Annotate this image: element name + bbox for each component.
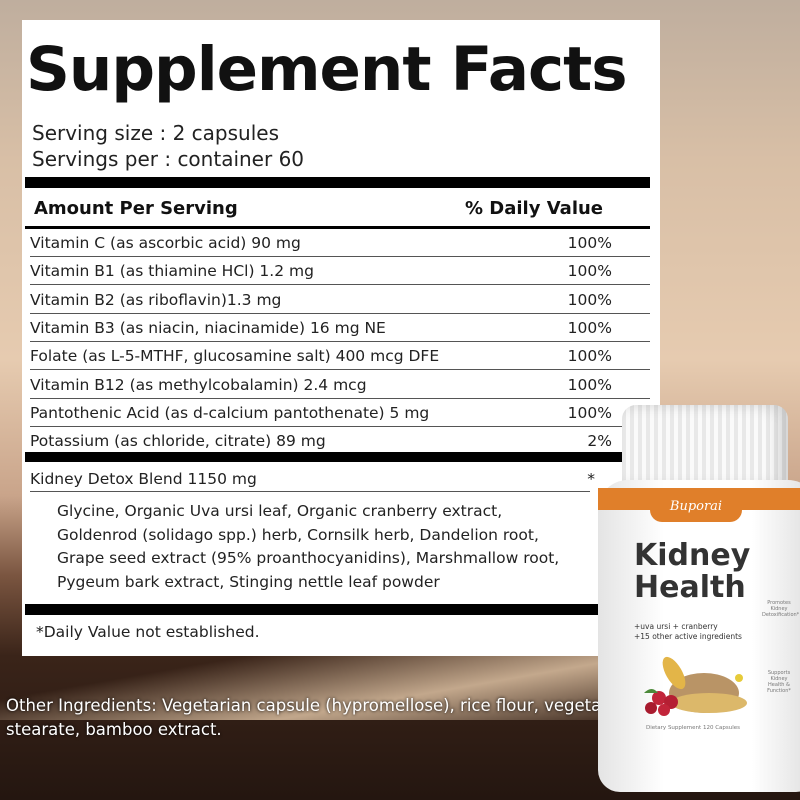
nutrient-name: Potassium (as chloride, citrate) 89 mg xyxy=(30,432,326,451)
bottle-footer: Dietary Supplement 120 Capsules xyxy=(646,725,741,731)
nutrient-dv: 100% xyxy=(567,347,612,366)
nutrient-row: Vitamin B12 (as methylcobalamin) 2.4 mcg… xyxy=(30,371,650,399)
divider-thick xyxy=(25,177,650,188)
divider-thick xyxy=(25,452,650,462)
page-title: Supplement Facts xyxy=(26,34,628,105)
product-subtitle: +uva ursi + cranberry +15 other active in… xyxy=(634,622,742,642)
claim-kidney-function: Supports Kidney Health & Function* xyxy=(767,670,791,694)
product-name-line1: Kidney xyxy=(634,538,751,573)
blend-ingredients: Glycine, Organic Uva ursi leaf, Organic … xyxy=(57,502,560,591)
product-name-line2: Health xyxy=(634,570,746,605)
nutrient-dv: 2% xyxy=(587,432,612,451)
nutrient-row: Pantothenic Acid (as d-calcium pantothen… xyxy=(30,399,650,427)
claim-detox: Promotes Kidney Detoxification* xyxy=(762,600,800,618)
blend-dv: * xyxy=(587,470,595,488)
nutrient-row: Vitamin B3 (as niacin, niacinamide) 16 m… xyxy=(30,314,650,342)
nutrient-name: Pantothenic Acid (as d-calcium pantothen… xyxy=(30,403,430,422)
nutrient-dv: 100% xyxy=(567,403,612,422)
servings-per-container: Servings per : container 60 xyxy=(32,147,305,171)
nutrient-row: Potassium (as chloride, citrate) 89 mg 2% xyxy=(30,427,650,455)
nutrient-dv: 100% xyxy=(567,318,612,337)
nutrient-row: Vitamin B2 (as riboflavin)1.3 mg 100% xyxy=(30,286,650,314)
other-ingredients: Other Ingredients: Vegetarian capsule (h… xyxy=(6,696,729,739)
nutrient-row: Vitamin B1 (as thiamine HCl) 1.2 mg 100% xyxy=(30,257,650,286)
subtitle-line2: +15 other active ingredients xyxy=(634,632,742,641)
daily-value-header: % Daily Value xyxy=(465,198,604,219)
product-bottle: Buporai Kidney Health +uva ursi + cranber… xyxy=(598,480,800,792)
bottle-cap xyxy=(622,405,788,487)
product-name: Kidney Health xyxy=(634,540,750,604)
subtitle-line1: +uva ursi + cranberry xyxy=(634,622,718,631)
nutrient-name: Vitamin C (as ascorbic acid) 90 mg xyxy=(30,234,301,252)
brand-logo: Buporai xyxy=(650,494,742,522)
nutrient-row: Vitamin C (as ascorbic acid) 90 mg 100% xyxy=(30,229,650,257)
nutrient-dv: 100% xyxy=(567,262,612,281)
nutrient-name: Vitamin B1 (as thiamine HCl) 1.2 mg xyxy=(30,262,314,281)
nutrient-dv: 100% xyxy=(567,375,612,394)
divider xyxy=(30,491,590,492)
nutrient-name: Vitamin B3 (as niacin, niacinamide) 16 m… xyxy=(30,318,386,337)
nutrient-name: Vitamin B12 (as methylcobalamin) 2.4 mcg xyxy=(30,375,367,394)
nutrient-name: Folate (as L-5-MTHF, glucosamine salt) 4… xyxy=(30,347,440,366)
supplement-facts-panel xyxy=(22,20,660,656)
nutrient-dv: 100% xyxy=(567,290,612,309)
nutrient-row: Folate (as L-5-MTHF, glucosamine salt) 4… xyxy=(30,342,650,371)
ingredients-illustration xyxy=(644,656,747,716)
blend-name: Kidney Detox Blend 1150 mg xyxy=(30,470,257,488)
amount-header: Amount Per Serving xyxy=(34,198,238,219)
divider xyxy=(25,226,650,229)
divider-thick xyxy=(25,604,650,615)
nutrient-name: Vitamin B2 (as riboflavin)1.3 mg xyxy=(30,290,282,309)
nutrient-dv: 100% xyxy=(567,234,612,252)
footnote: *Daily Value not established. xyxy=(36,623,260,641)
blend-row: Kidney Detox Blend 1150 mg * xyxy=(30,465,650,493)
serving-size: Serving size : 2 capsules xyxy=(32,121,279,145)
